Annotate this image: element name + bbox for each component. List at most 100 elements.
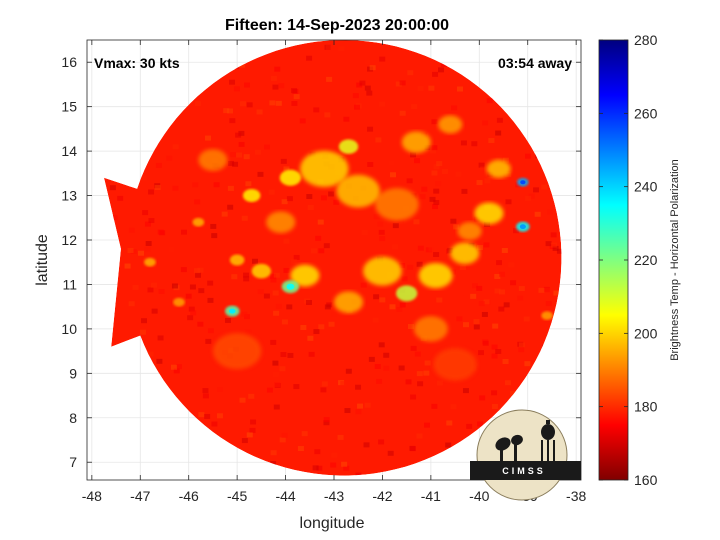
texture-pixel — [148, 218, 155, 224]
texture-pixel — [283, 238, 290, 244]
texture-pixel — [513, 228, 520, 234]
colorbar-tick-label: 220 — [634, 252, 658, 268]
texture-pixel — [224, 317, 231, 323]
texture-pixel — [274, 66, 281, 72]
colorbar-tick-label: 200 — [634, 325, 658, 341]
colorbar-tick-label: 160 — [634, 472, 658, 488]
texture-pixel — [359, 80, 366, 86]
texture-pixel — [545, 241, 552, 247]
convection-cell — [438, 115, 463, 134]
texture-pixel — [270, 277, 277, 283]
texture-pixel — [373, 214, 380, 220]
texture-pixel — [243, 154, 250, 160]
convection-core — [286, 283, 295, 290]
texture-pixel — [170, 364, 177, 370]
colorbar-tick-label: 240 — [634, 179, 658, 195]
texture-pixel — [235, 132, 242, 138]
texture-pixel — [306, 194, 313, 200]
texture-pixel — [484, 178, 491, 184]
texture-pixel — [194, 268, 201, 274]
chart-title: Fifteen: 14-Sep-2023 20:00:00 — [225, 17, 449, 34]
texture-pixel — [450, 404, 457, 410]
texture-pixel — [419, 194, 426, 200]
convection-cell — [251, 263, 272, 279]
texture-pixel — [250, 419, 257, 425]
texture-pixel — [299, 118, 306, 124]
texture-pixel — [194, 101, 201, 107]
convection-cell — [338, 139, 359, 154]
texture-pixel — [373, 294, 380, 300]
colorbar-ticks: 160 180 200 220 240 260 280 — [599, 32, 658, 488]
texture-pixel — [407, 214, 414, 220]
texture-pixel — [428, 100, 435, 106]
texture-pixel — [478, 162, 485, 168]
texture-pixel — [275, 303, 282, 309]
texture-pixel — [383, 365, 390, 371]
texture-pixel — [109, 185, 116, 191]
colorbar — [598, 39, 629, 481]
texture-pixel — [491, 404, 498, 410]
texture-pixel — [228, 160, 235, 166]
texture-pixel — [410, 345, 417, 351]
texture-pixel — [151, 308, 158, 314]
texture-pixel — [275, 100, 282, 106]
texture-pixel — [546, 209, 553, 215]
y-tick-label: 15 — [61, 99, 77, 115]
texture-pixel — [320, 387, 327, 393]
texture-pixel — [344, 408, 351, 414]
y-tick-label: 10 — [61, 321, 77, 337]
texture-pixel — [286, 196, 293, 202]
texture-pixel — [281, 199, 288, 205]
texture-pixel — [281, 432, 288, 438]
texture-pixel — [343, 465, 350, 471]
time-away-annotation: 03:54 away — [498, 55, 572, 71]
texture-pixel — [353, 104, 360, 110]
texture-pixel — [270, 339, 277, 345]
cimss-logo: CIMSS — [470, 409, 581, 501]
texture-pixel — [478, 350, 485, 356]
texture-pixel — [541, 184, 548, 190]
texture-pixel — [437, 170, 444, 176]
texture-pixel — [124, 263, 131, 269]
texture-pixel — [331, 452, 338, 458]
texture-pixel — [502, 157, 509, 163]
convection-cell — [144, 257, 156, 267]
y-tick-label: 16 — [61, 54, 77, 70]
texture-pixel — [364, 402, 371, 408]
texture-pixel — [518, 347, 525, 353]
texture-pixel — [246, 102, 253, 108]
texture-pixel — [293, 94, 300, 100]
texture-pixel — [476, 245, 483, 251]
texture-pixel — [457, 86, 464, 92]
texture-pixel — [330, 462, 337, 468]
texture-pixel — [466, 423, 473, 429]
texture-pixel — [436, 297, 443, 303]
texture-pixel — [398, 262, 405, 268]
texture-pixel — [111, 215, 118, 221]
texture-pixel — [556, 248, 562, 254]
texture-pixel — [340, 381, 347, 387]
texture-pixel — [421, 186, 428, 192]
texture-pixel — [210, 223, 217, 229]
texture-pixel — [456, 316, 463, 322]
convection-cell — [198, 149, 228, 171]
texture-pixel — [538, 287, 545, 293]
texture-pixel — [392, 223, 399, 229]
x-tick-label: -48 — [82, 488, 102, 504]
texture-pixel — [243, 272, 250, 278]
texture-pixel — [132, 284, 139, 290]
texture-pixel — [416, 371, 423, 377]
texture-pixel — [429, 196, 436, 202]
texture-pixel — [151, 282, 158, 288]
convection-cell — [266, 211, 296, 234]
texture-pixel — [438, 67, 445, 73]
texture-pixel — [379, 297, 386, 303]
texture-pixel — [176, 364, 183, 370]
texture-pixel — [524, 361, 531, 367]
texture-pixel — [306, 55, 313, 61]
texture-pixel — [293, 254, 300, 260]
texture-pixel — [266, 387, 273, 393]
texture-pixel — [423, 370, 430, 376]
texture-pixel — [245, 181, 252, 187]
texture-pixel — [441, 168, 448, 174]
